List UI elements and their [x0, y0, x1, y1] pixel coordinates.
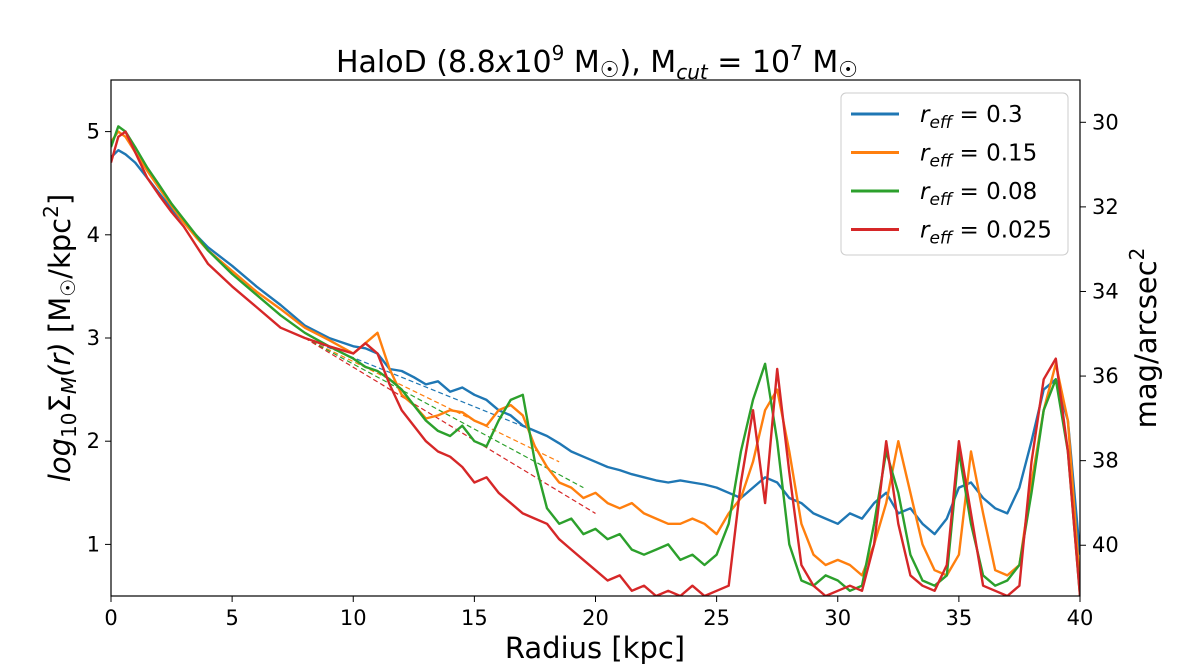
y-tick-label: 2: [87, 429, 100, 453]
x-tick-label: 30: [824, 606, 851, 630]
right-tick-label: 32: [1092, 195, 1119, 219]
chart-title: HaloD (8.8x109 M☉), Mcut = 107 M☉: [336, 41, 858, 84]
x-tick-label: 40: [1067, 606, 1094, 630]
right-tick-label: 36: [1092, 364, 1119, 388]
legend-box: [840, 92, 1069, 256]
right-tick-label: 34: [1092, 279, 1119, 303]
right-tick-label: 30: [1092, 110, 1119, 134]
series-line-1: [111, 130, 1080, 586]
x-tick-label: 5: [225, 606, 238, 630]
series-lines: [111, 125, 1080, 596]
legend-label: reff = 0.15: [920, 141, 1037, 172]
x-tick-label: 35: [946, 606, 973, 630]
legend-label: reff = 0.025: [920, 218, 1052, 249]
x-axis-label: Radius [kpc]: [505, 631, 685, 665]
y-tick-label: 1: [87, 532, 100, 556]
fit-line-2: [304, 337, 584, 489]
y-tick-label: 5: [87, 120, 100, 144]
fit-line-1: [304, 337, 560, 463]
right-axis-label: mag/arcsec2: [1125, 248, 1163, 429]
right-tick-label: 40: [1092, 533, 1119, 557]
legend-label: reff = 0.08: [920, 179, 1037, 210]
right-axis-ticks: 30 32 34 36 38 40: [1080, 110, 1119, 557]
x-tick-label: 20: [582, 606, 609, 630]
x-tick-label: 10: [340, 606, 367, 630]
y-axis-ticks: 1 2 3 4 5: [87, 120, 111, 556]
right-tick-label: 38: [1092, 449, 1119, 473]
y-axis-label: log10ΣM(r) [M☉/kpc2]: [39, 194, 81, 482]
x-tick-label: 15: [461, 606, 488, 630]
x-tick-label: 0: [104, 606, 117, 630]
fit-lines: [304, 337, 596, 514]
x-axis-ticks: 0 5 10 15 20 25 30 35 40: [104, 596, 1093, 630]
series-line-3: [111, 130, 1080, 596]
y-tick-label: 3: [87, 326, 100, 350]
legend-label: reff = 0.3: [920, 102, 1023, 133]
series-line-0: [111, 148, 1080, 555]
series-line-2: [111, 125, 1080, 596]
y-tick-label: 4: [87, 223, 100, 247]
x-tick-label: 25: [703, 606, 730, 630]
legend: reff = 0.3 reff = 0.15 reff = 0.08 reff = 0…: [840, 92, 1069, 256]
plot-area: [111, 125, 1080, 596]
fit-line-3: [304, 337, 596, 514]
